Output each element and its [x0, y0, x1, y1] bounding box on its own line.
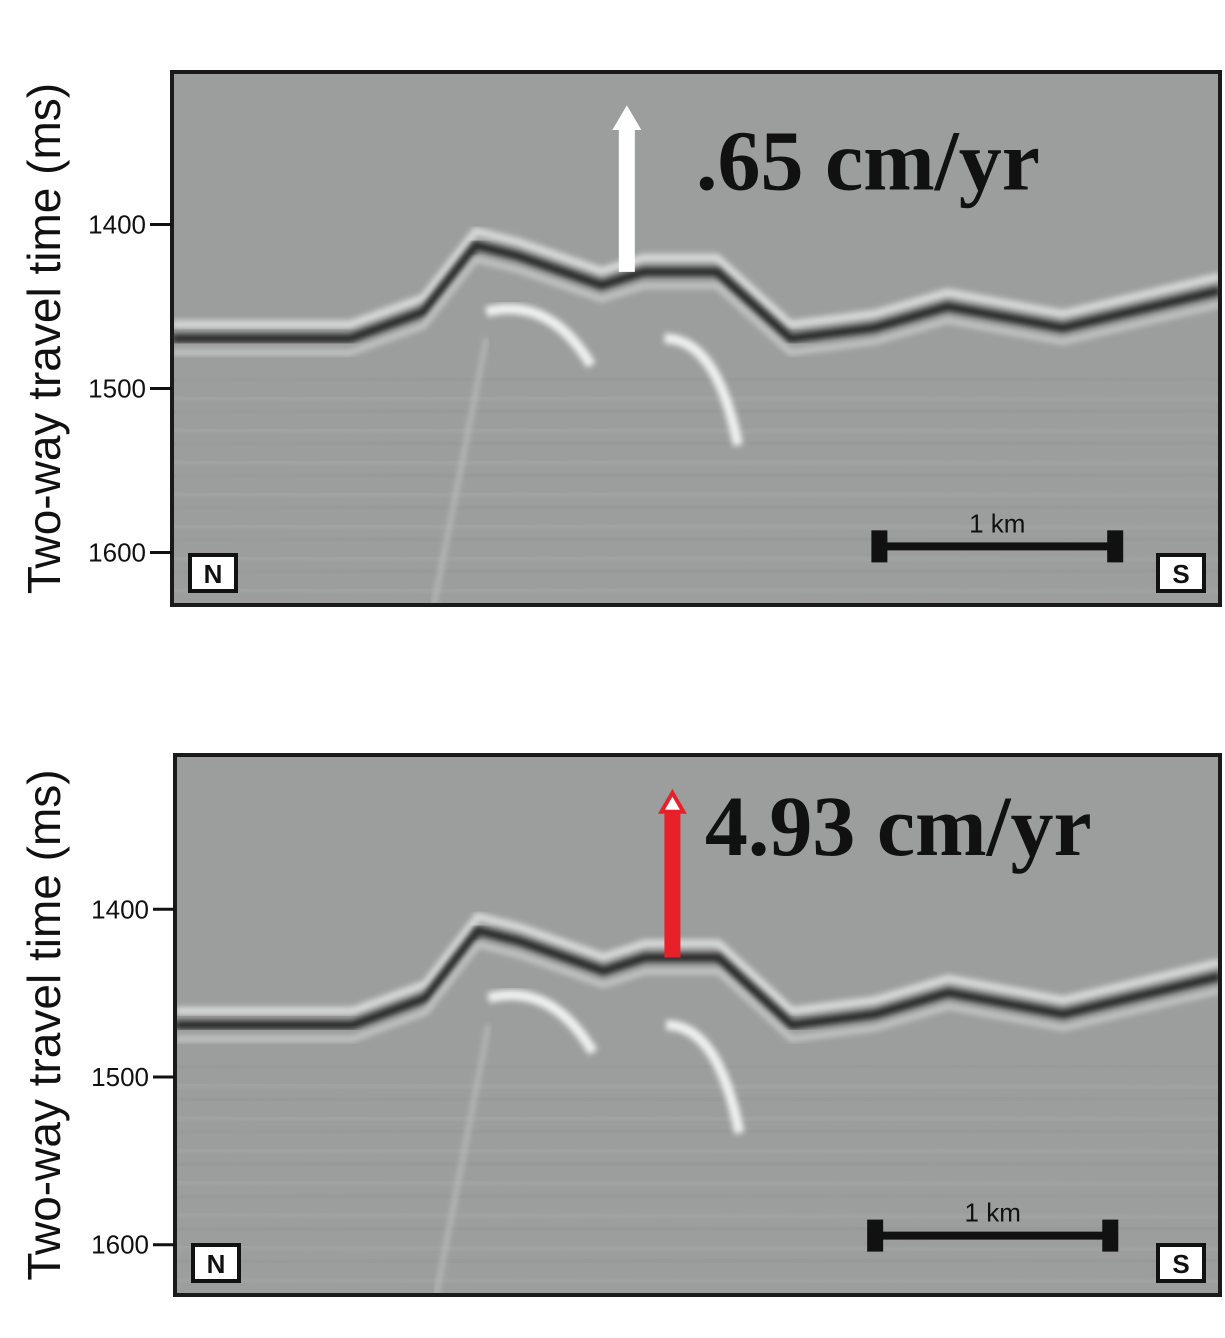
scale-cap	[1102, 1220, 1118, 1252]
scale-label: 1 km	[965, 1198, 1021, 1228]
direction-label: S	[1172, 559, 1189, 589]
y-tick-label: 1400	[91, 894, 149, 924]
arrow-shaft	[619, 123, 635, 272]
y-axis-label: Two-way travel time (ms)	[18, 769, 70, 1280]
scale-label: 1 km	[969, 508, 1025, 538]
y-tick-label: 1500	[88, 374, 146, 404]
y-tick-label: 1600	[88, 538, 146, 568]
rate-label: 4.93 cm/yr	[705, 778, 1092, 874]
rate-label: .65 cm/yr	[696, 112, 1040, 208]
panel: 1400 1500 1600 Two-way travel time (ms) 4.93…	[18, 755, 1220, 1295]
y-tick-label: 1500	[91, 1062, 149, 1092]
y-axis-label: Two-way travel time (ms)	[18, 83, 70, 594]
scale-cap	[1107, 530, 1123, 562]
scale-cap	[871, 530, 887, 562]
scale-cap	[867, 1220, 883, 1252]
figure: 1400 1500 1600 Two-way travel time (ms) .65 …	[0, 0, 1225, 1338]
y-tick-label: 1600	[91, 1230, 149, 1260]
direction-label: N	[207, 1249, 226, 1279]
direction-label: N	[204, 559, 223, 589]
y-tick-label: 1400	[88, 210, 146, 240]
direction-label: S	[1172, 1249, 1189, 1279]
panel: 1400 1500 1600 Two-way travel time (ms) .65 …	[18, 72, 1220, 605]
arrow-shaft	[664, 806, 680, 957]
